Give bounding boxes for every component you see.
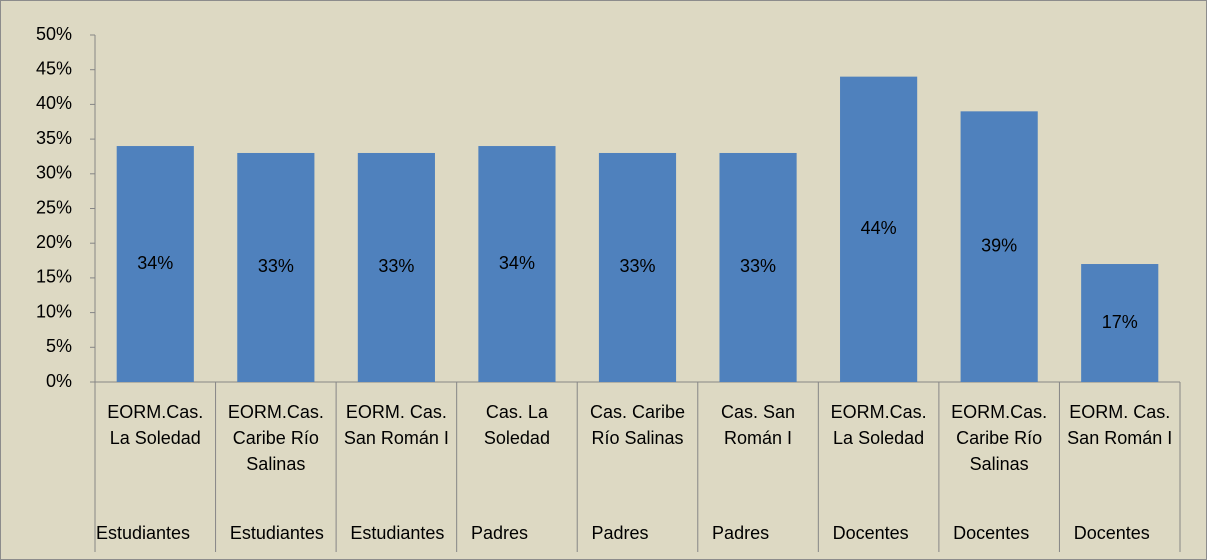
bar <box>719 152 797 382</box>
x-tick-label: EORM.Cas. La Soledad <box>107 402 204 448</box>
x-tick-label: Cas. San Román I <box>721 402 796 448</box>
y-tick-label: 35% <box>36 128 72 148</box>
x-tick-label: EORM. Cas. San Román I <box>1067 402 1173 448</box>
value-label: 33% <box>258 256 294 276</box>
group-label: Estudiantes <box>350 523 445 543</box>
x-tick-label: EORM.Cas. La Soledad <box>830 402 927 448</box>
group-label: Estudiantes <box>229 523 324 543</box>
x-tick-label: Cas. La Soledad <box>483 402 550 448</box>
y-tick-label: 10% <box>36 301 72 321</box>
y-tick-label: 30% <box>36 163 72 183</box>
x-tick-label: EORM.Cas. Caribe Río Salinas <box>227 402 324 474</box>
y-tick-label: 25% <box>36 197 72 217</box>
value-label: 33% <box>378 256 414 276</box>
bar <box>1081 264 1159 382</box>
value-label: 17% <box>1102 312 1138 332</box>
value-label: 34% <box>137 253 173 273</box>
value-label: 39% <box>981 235 1017 255</box>
y-tick-label: 15% <box>36 267 72 287</box>
group-label: Docentes <box>832 523 909 543</box>
group-label: Padres <box>712 523 770 543</box>
x-tick-label: EORM.Cas. Caribe Río Salinas <box>951 402 1048 474</box>
group-label: Docentes <box>953 523 1030 543</box>
x-tick-label: Cas. Caribe Río Salinas <box>589 402 686 448</box>
bar <box>840 76 918 382</box>
bar <box>478 146 556 382</box>
bar <box>237 152 315 382</box>
y-tick-label: 45% <box>36 58 72 78</box>
bar <box>960 111 1038 382</box>
value-label: 33% <box>740 256 776 276</box>
y-tick-label: 0% <box>46 371 72 391</box>
y-tick-label: 5% <box>46 336 72 356</box>
y-tick-label: 20% <box>36 232 72 252</box>
bar <box>116 146 194 382</box>
value-label: 34% <box>499 253 535 273</box>
bar <box>598 152 677 382</box>
value-label: 44% <box>861 218 897 238</box>
group-label: Estudiantes <box>96 523 191 543</box>
group-label: Padres <box>470 523 528 543</box>
x-tick-label: EORM. Cas. San Román I <box>343 402 449 448</box>
y-tick-label: 40% <box>36 93 72 113</box>
bar <box>357 152 435 382</box>
y-tick-label: 50% <box>36 24 72 44</box>
group-label: Docentes <box>1073 523 1150 543</box>
value-label: 33% <box>619 256 655 276</box>
group-label: Padres <box>591 523 649 543</box>
